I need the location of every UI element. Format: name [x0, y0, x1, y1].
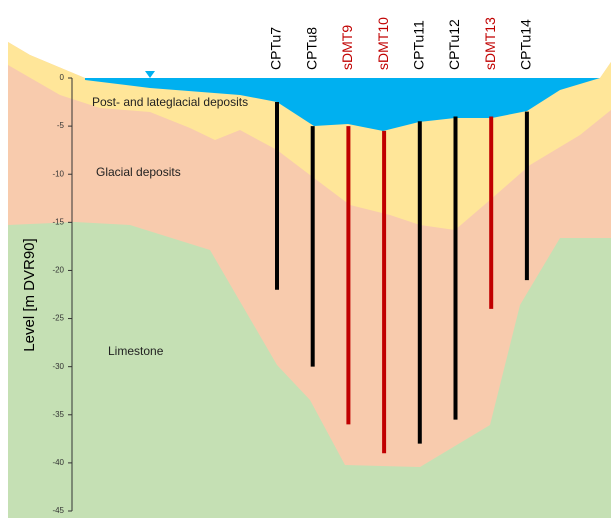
- layer-label: Post- and lateglacial deposits: [92, 95, 248, 109]
- y-tick-label: -45: [52, 506, 64, 515]
- borehole-label: CPTu11: [411, 20, 427, 70]
- layer-label: Limestone: [108, 344, 164, 358]
- borehole-label: CPTu12: [446, 19, 462, 70]
- water: [85, 78, 600, 131]
- y-tick-label: -35: [52, 410, 64, 419]
- y-tick-label: -20: [52, 266, 64, 275]
- y-tick-label: -40: [52, 458, 64, 467]
- y-tick-label: -30: [52, 362, 64, 371]
- borehole-label: CPTu7: [268, 27, 284, 70]
- y-tick-label: -25: [52, 314, 64, 323]
- borehole-label: sDMT9: [339, 25, 355, 70]
- borehole-label: CPTu14: [518, 19, 534, 70]
- y-tick-label: -15: [52, 217, 64, 226]
- water-level-marker: [145, 71, 155, 78]
- borehole-label: sDMT10: [375, 17, 391, 70]
- borehole-label: CPTu8: [303, 27, 319, 70]
- y-tick-label: 0: [60, 73, 65, 82]
- limestone-layer: [8, 222, 611, 518]
- layer-label: Glacial deposits: [96, 165, 181, 179]
- axis-title: Level [m DVR90]: [21, 238, 38, 351]
- y-tick-label: -5: [57, 121, 65, 130]
- borehole-label: sDMT13: [482, 17, 498, 70]
- y-tick-label: -10: [52, 169, 64, 178]
